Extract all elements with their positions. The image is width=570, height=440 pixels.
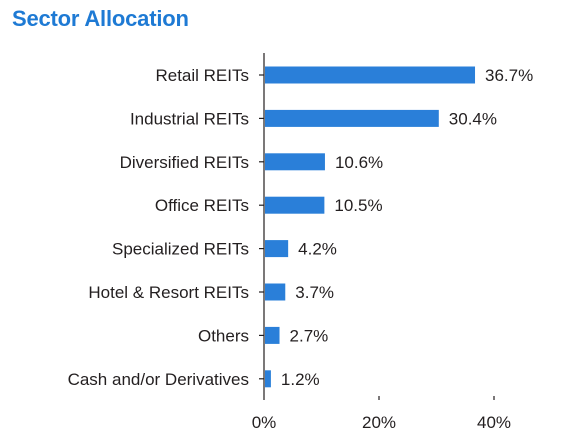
category-label: Hotel & Resort REITs xyxy=(88,283,249,302)
value-label: 10.6% xyxy=(335,153,383,172)
category-label: Retail REITs xyxy=(155,66,249,85)
value-label: 4.2% xyxy=(298,240,337,259)
value-label: 1.2% xyxy=(281,370,320,389)
value-label: 36.7% xyxy=(485,66,533,85)
bar xyxy=(265,240,289,258)
bar xyxy=(265,283,286,301)
value-label: 30.4% xyxy=(449,109,497,128)
bar xyxy=(265,66,476,84)
chart-title: Sector Allocation xyxy=(12,6,189,31)
bar xyxy=(265,370,271,388)
category-label: Office REITs xyxy=(155,196,249,215)
value-label: 2.7% xyxy=(290,326,329,345)
value-label: 10.5% xyxy=(334,196,382,215)
x-tick-label: 20% xyxy=(362,413,396,432)
category-label: Diversified REITs xyxy=(120,153,249,172)
category-label: Others xyxy=(198,326,249,345)
category-label: Specialized REITs xyxy=(112,240,249,259)
bar xyxy=(265,196,325,214)
bar xyxy=(265,326,280,344)
x-tick-label: 0% xyxy=(252,413,277,432)
value-label: 3.7% xyxy=(295,283,334,302)
category-label: Cash and/or Derivatives xyxy=(68,370,249,389)
bar xyxy=(265,109,439,127)
category-label: Industrial REITs xyxy=(130,109,249,128)
bar xyxy=(265,153,325,171)
x-tick-label: 40% xyxy=(477,413,511,432)
